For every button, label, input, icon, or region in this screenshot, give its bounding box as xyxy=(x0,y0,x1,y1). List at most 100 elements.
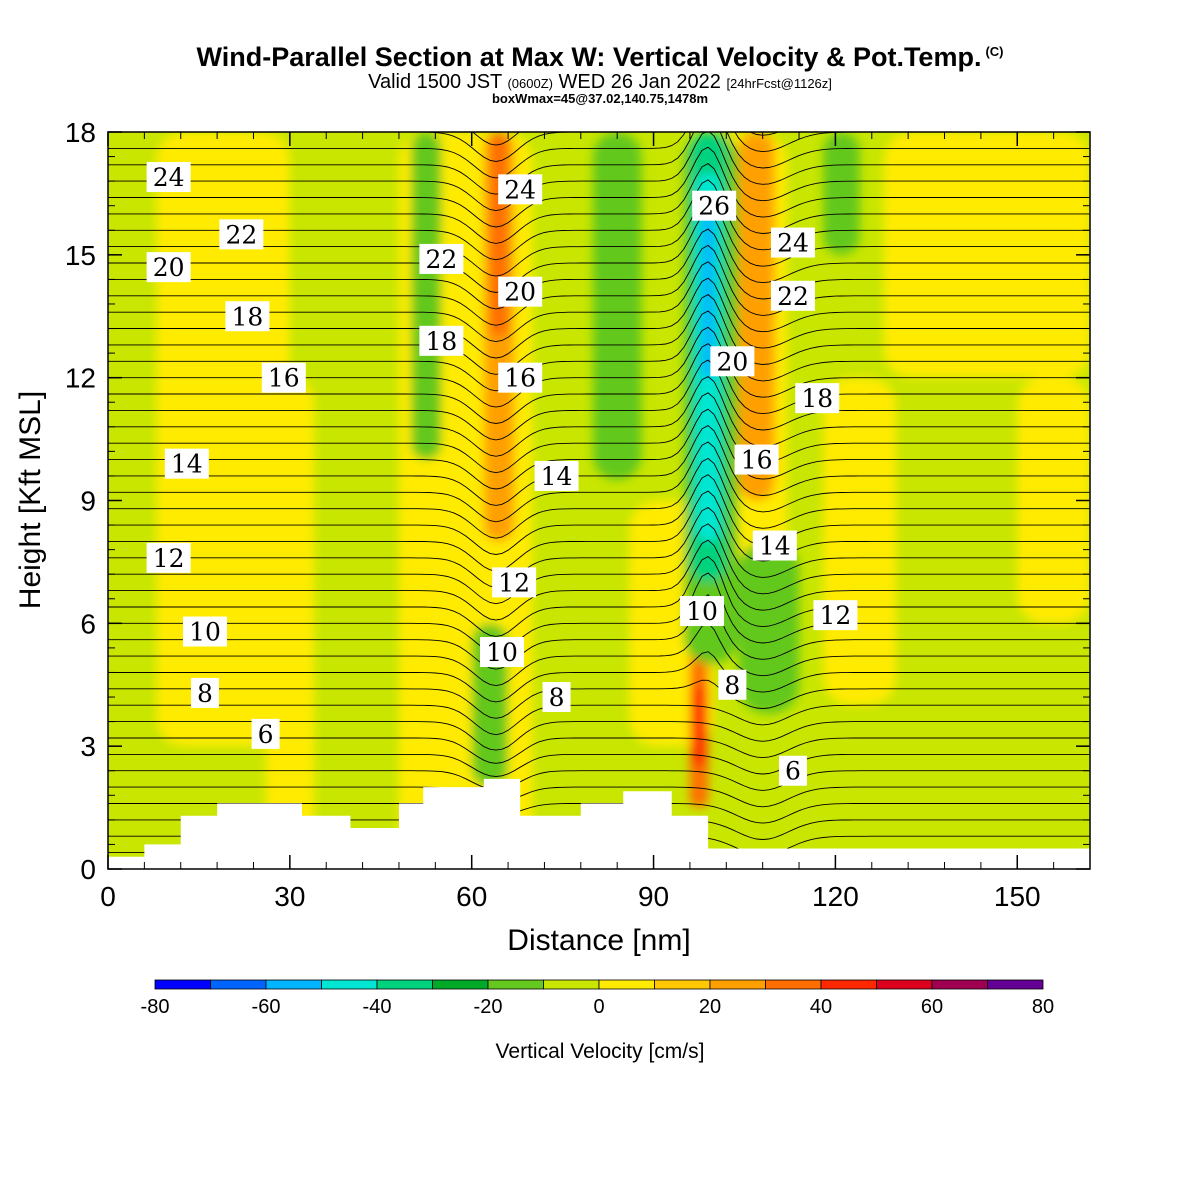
valid-utc: (0600Z) xyxy=(507,76,553,91)
theta-contour xyxy=(108,179,1090,261)
contour-label-box xyxy=(225,301,270,332)
colorbar-swatch xyxy=(487,979,544,990)
theta-contour xyxy=(108,753,1090,777)
contour-label: 22 xyxy=(419,243,464,274)
theta-contour xyxy=(108,572,1090,654)
x-tick-label: 120 xyxy=(812,881,859,912)
contour-label-box xyxy=(498,276,543,307)
contour-label-text: 10 xyxy=(486,638,518,667)
colorbar-tick-label: 80 xyxy=(1032,996,1054,1018)
colorbar-swatch xyxy=(432,979,489,990)
contour-label: 20 xyxy=(498,276,543,307)
contour-label-box xyxy=(261,362,306,393)
contour-label-text: 8 xyxy=(197,679,213,708)
theta-contour xyxy=(108,679,1090,719)
colorbar-swatch xyxy=(543,979,600,990)
y-tick-label: 0 xyxy=(80,854,96,885)
theta-contour xyxy=(108,33,1090,113)
contour-label-box xyxy=(813,600,858,631)
contour-label: 14 xyxy=(752,530,797,561)
velocity-cell xyxy=(592,132,642,481)
contour-label-text: 6 xyxy=(258,720,274,749)
contour-label: 12 xyxy=(146,542,191,573)
contour-label-text: 16 xyxy=(741,446,773,475)
theta-contour xyxy=(108,132,1090,212)
contour-label-text: 20 xyxy=(153,253,185,282)
theta-contour xyxy=(108,49,1090,129)
contour-label-box xyxy=(498,174,543,205)
theta-contour xyxy=(108,375,1090,457)
contour-label: 16 xyxy=(734,444,779,475)
colorbar-tick-label: 40 xyxy=(810,996,832,1018)
velocity-cell xyxy=(823,132,860,255)
contour-label: 12 xyxy=(813,600,858,631)
contour-label: 6 xyxy=(251,718,280,749)
contour-label-text: 22 xyxy=(777,282,809,311)
contour-label-box xyxy=(182,616,227,647)
colorbar-swatch xyxy=(210,979,267,990)
contour-label-text: 22 xyxy=(225,220,257,249)
contour-label-box xyxy=(770,280,815,311)
x-tick-label: 0 xyxy=(100,881,116,912)
theta-contour xyxy=(108,294,1090,375)
colorbar-tick-label: -80 xyxy=(141,996,170,1018)
contour-label: 16 xyxy=(498,362,543,393)
contour-label-box xyxy=(710,346,755,377)
colorbar-swatch xyxy=(376,979,433,990)
theta-contour xyxy=(108,359,1090,441)
y-tick-label: 18 xyxy=(65,117,96,148)
contour-label-box xyxy=(251,718,280,749)
contour-label: 8 xyxy=(190,677,219,708)
theta-contour xyxy=(108,556,1090,637)
theta-contour xyxy=(108,882,1090,905)
contour-label-box xyxy=(146,252,191,283)
y-tick-label: 12 xyxy=(65,363,96,394)
colorbar-tick-label: -20 xyxy=(474,996,503,1018)
theta-contour xyxy=(108,228,1090,310)
theta-contour xyxy=(108,392,1090,474)
theta-contour xyxy=(108,146,1090,228)
y-axis-label: Height [Kft MSL] xyxy=(14,391,47,609)
contour-label-text: 22 xyxy=(425,245,457,274)
contour-label-box xyxy=(692,190,737,221)
contour-label-box xyxy=(778,755,807,786)
theta-contour xyxy=(108,593,1090,670)
contour-label: 18 xyxy=(795,383,840,414)
theta-contour xyxy=(108,506,1090,588)
contour-label: 8 xyxy=(718,669,747,700)
theta-contour xyxy=(108,408,1090,490)
contour-label-text: 12 xyxy=(820,601,852,630)
contour-label-box xyxy=(492,567,537,598)
contour-label-box xyxy=(480,636,525,667)
contour-label-text: 12 xyxy=(153,544,185,573)
colorbar-title: Vertical Velocity [cm/s] xyxy=(496,1040,705,1063)
y-tick-label: 9 xyxy=(80,486,96,517)
copyright-mark: (C) xyxy=(985,44,1004,59)
theta-contour xyxy=(108,490,1090,572)
contour-label: 26 xyxy=(692,190,737,221)
contour-label-text: 16 xyxy=(504,364,536,393)
colorbar-tick-label: -60 xyxy=(252,996,281,1018)
colorbar-swatch xyxy=(598,979,655,990)
theta-contour xyxy=(108,523,1090,605)
contour-label-text: 24 xyxy=(504,175,536,204)
contour-label-box xyxy=(498,362,543,393)
contour-label-box xyxy=(219,219,264,250)
contour-label-text: 24 xyxy=(777,229,809,258)
colorbar-swatch xyxy=(876,979,933,990)
contour-label-text: 20 xyxy=(716,347,748,376)
contour-label: 18 xyxy=(419,325,464,356)
chart-subtitle: Valid 1500 JST (0600Z) WED 26 Jan 2022 [… xyxy=(0,72,1200,94)
box-info: boxWmax=45@37.02,140.75,1478m xyxy=(491,91,709,106)
axes: 0 30 60 90 120 150 0 3 6 9 12 15 18 xyxy=(65,117,1091,912)
forecast-info: [24hrFcst@1126z] xyxy=(726,76,832,91)
theta-contour xyxy=(108,457,1090,539)
colorbar-tick-label: 60 xyxy=(921,996,943,1018)
theta-contour xyxy=(108,132,1090,179)
contour-label: 16 xyxy=(261,362,306,393)
contour-label-text: 14 xyxy=(759,532,791,561)
contour-label-box xyxy=(534,460,579,491)
contour-label-box xyxy=(146,542,191,573)
x-tick-label: 60 xyxy=(456,881,487,912)
